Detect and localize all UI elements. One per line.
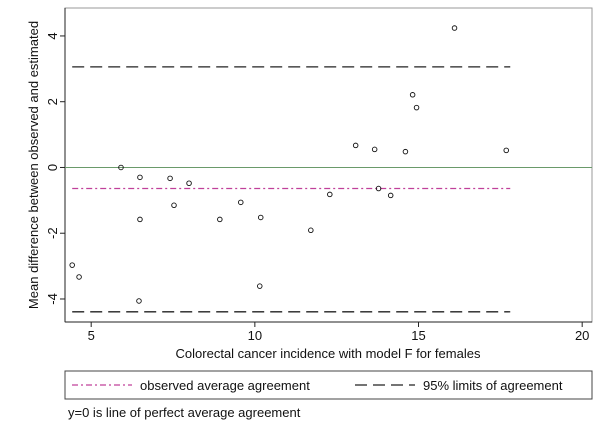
point — [409, 92, 416, 98]
point — [375, 185, 382, 192]
y-tick-label: 2 — [45, 98, 60, 105]
legend-label: observed average agreement — [140, 378, 310, 393]
point — [327, 191, 333, 198]
plot-frame — [64, 7, 593, 323]
point — [308, 227, 314, 234]
point — [238, 199, 244, 206]
y-tick-label: 0 — [45, 164, 60, 171]
point — [352, 142, 359, 149]
point — [118, 164, 124, 171]
point — [76, 274, 82, 280]
x-tick-label: 15 — [411, 328, 425, 343]
point — [137, 216, 143, 223]
x-tick-label: 10 — [248, 328, 262, 343]
point — [387, 192, 394, 199]
point — [413, 104, 420, 111]
point — [167, 175, 173, 182]
x-axis-title: Colorectal cancer incidence with model F… — [176, 346, 481, 361]
point — [136, 298, 142, 304]
point — [171, 202, 177, 209]
note: y=0 is line of perfect average agreement — [68, 405, 301, 420]
y-tick-label: -4 — [45, 293, 60, 305]
point — [503, 147, 509, 154]
point — [69, 262, 75, 268]
x-tick-label: 5 — [88, 328, 95, 343]
point — [217, 216, 223, 223]
legend-box — [64, 370, 593, 400]
legend-label: 95% limits of agreement — [423, 378, 563, 393]
x-tick-label: 20 — [575, 328, 589, 343]
point — [257, 214, 264, 221]
point — [402, 148, 409, 155]
point — [186, 180, 192, 186]
y-axis-title: Mean difference between observed and est… — [26, 21, 41, 309]
point — [451, 25, 458, 31]
y-tick-label: 4 — [45, 32, 60, 39]
point — [137, 174, 143, 181]
point — [371, 146, 378, 153]
point — [257, 283, 263, 289]
y-tick-label: -2 — [45, 227, 60, 239]
